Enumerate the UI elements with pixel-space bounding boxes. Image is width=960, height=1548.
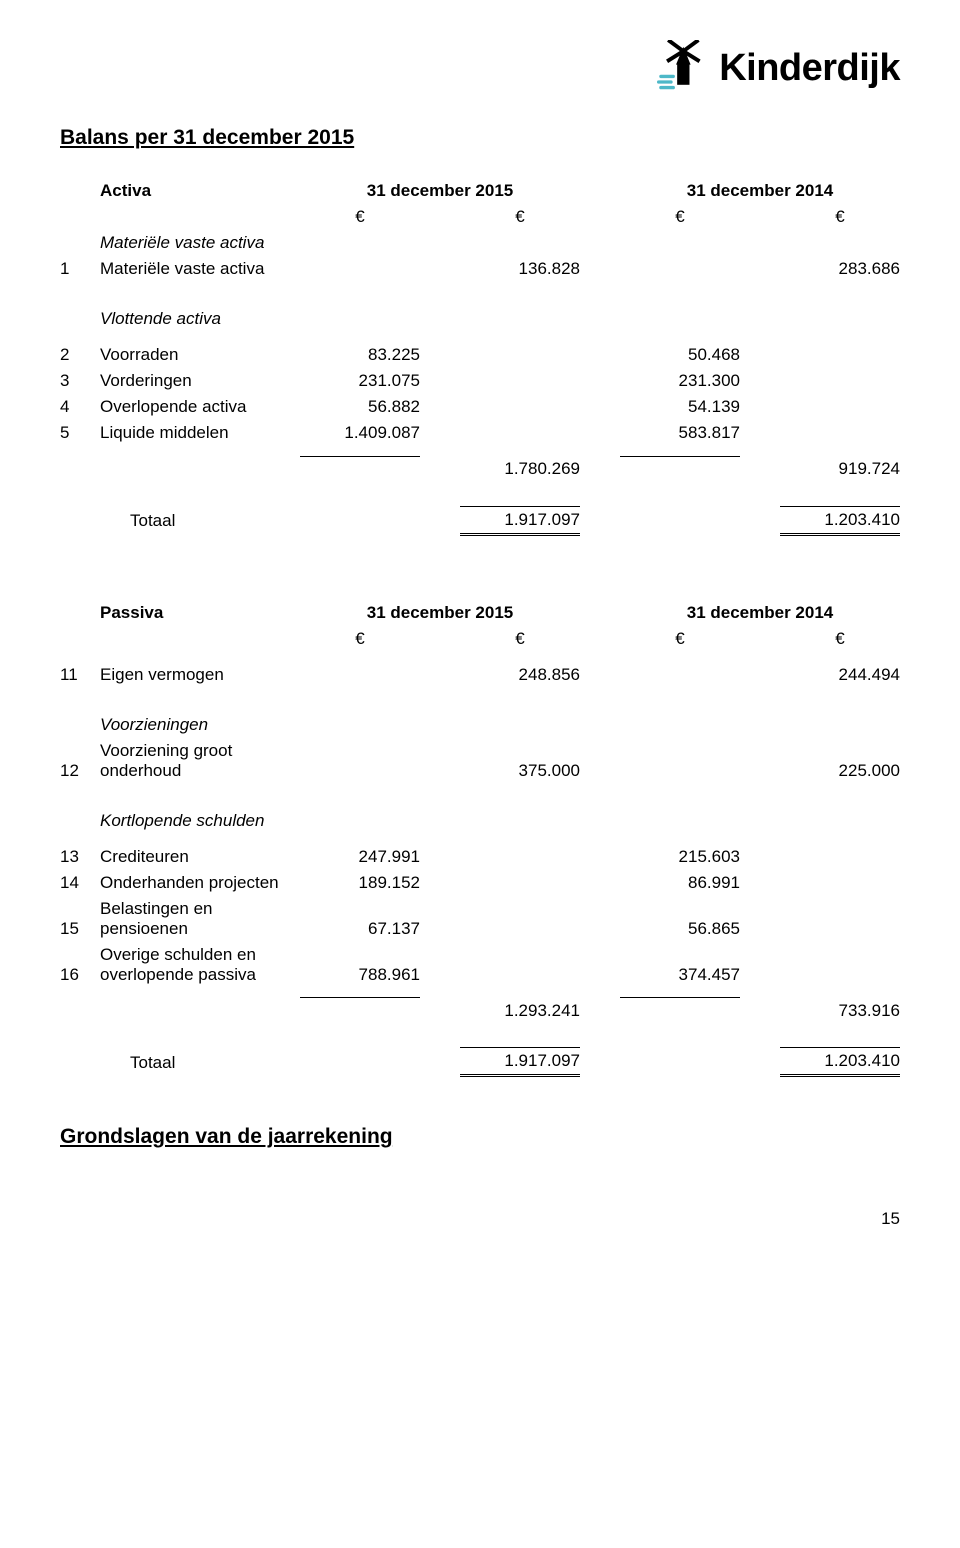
row-label: Overlopende activa [100, 394, 300, 420]
cell-value: 225.000 [780, 738, 900, 784]
row-label: Overige schulden en overlopende passiva [100, 942, 300, 988]
euro-symbol: € [460, 626, 580, 652]
activa-period1: 31 december 2015 [300, 178, 580, 204]
row-label: Liquide middelen [100, 420, 300, 446]
row-label: Voorziening groot onderhoud [100, 738, 300, 784]
logo-area: Kinderdijk [60, 40, 900, 96]
row-num: 3 [60, 368, 100, 394]
row-label: Onderhanden projecten [100, 870, 300, 896]
cell-value: 244.494 [780, 662, 900, 688]
total-value: 1.203.410 [780, 1048, 900, 1076]
activa-heading: Activa [100, 178, 300, 204]
row-num: 14 [60, 870, 100, 896]
subtotal-value: 1.780.269 [460, 456, 580, 482]
cell-value: 247.991 [300, 844, 420, 870]
total-value: 1.203.410 [780, 506, 900, 534]
row-num: 16 [60, 942, 100, 988]
vlottende-header: Vlottende activa [100, 306, 300, 332]
cell-value: 374.457 [620, 942, 740, 988]
page-number: 15 [60, 1209, 900, 1229]
row-label: Materiële vaste activa [100, 256, 300, 282]
cell-value: 583.817 [620, 420, 740, 446]
row-label: Belastingen en pensioenen [100, 896, 300, 942]
page-title: Balans per 31 december 2015 [60, 126, 900, 150]
row-num: 4 [60, 394, 100, 420]
cell-value: 86.991 [620, 870, 740, 896]
passiva-heading: Passiva [100, 600, 300, 626]
euro-symbol: € [780, 626, 900, 652]
cell-value: 375.000 [460, 738, 580, 784]
voorz-header: Voorzieningen [100, 712, 300, 738]
total-value: 1.917.097 [460, 1048, 580, 1076]
kort-header: Kortlopende schulden [100, 808, 300, 834]
cell-value: 215.603 [620, 844, 740, 870]
row-label: Crediteuren [100, 844, 300, 870]
subtotal-value: 919.724 [780, 456, 900, 482]
row-label: Vorderingen [100, 368, 300, 394]
cell-value: 136.828 [460, 256, 580, 282]
cell-value: 67.137 [300, 896, 420, 942]
row-num: 5 [60, 420, 100, 446]
row-num: 2 [60, 342, 100, 368]
cell-value: 189.152 [300, 870, 420, 896]
cell-value: 56.865 [620, 896, 740, 942]
cell-value: 231.300 [620, 368, 740, 394]
row-num: 11 [60, 662, 100, 688]
cell-value: 56.882 [300, 394, 420, 420]
row-num: 1 [60, 256, 100, 282]
footer-heading: Grondslagen van de jaarrekening [60, 1125, 900, 1149]
windmill-icon [657, 40, 713, 96]
euro-symbol: € [620, 626, 740, 652]
passiva-period1: 31 december 2015 [300, 600, 580, 626]
logo-text: Kinderdijk [719, 47, 900, 90]
row-label: Voorraden [100, 342, 300, 368]
total-label: Totaal [100, 506, 300, 534]
cell-value: 283.686 [780, 256, 900, 282]
activa-period2: 31 december 2014 [620, 178, 900, 204]
row-num: 15 [60, 896, 100, 942]
euro-symbol: € [300, 204, 420, 230]
euro-symbol: € [620, 204, 740, 230]
cell-value: 83.225 [300, 342, 420, 368]
cell-value: 54.139 [620, 394, 740, 420]
row-num: 12 [60, 738, 100, 784]
cell-value: 248.856 [460, 662, 580, 688]
subtotal-value: 733.916 [780, 998, 900, 1024]
cell-value: 50.468 [620, 342, 740, 368]
euro-symbol: € [780, 204, 900, 230]
row-label: Eigen vermogen [100, 662, 300, 688]
row-num: 13 [60, 844, 100, 870]
total-value: 1.917.097 [460, 506, 580, 534]
activa-table: Activa 31 december 2015 31 december 2014… [60, 178, 900, 536]
passiva-period2: 31 december 2014 [620, 600, 900, 626]
subtotal-value: 1.293.241 [460, 998, 580, 1024]
total-label: Totaal [100, 1048, 300, 1076]
cell-value: 231.075 [300, 368, 420, 394]
euro-symbol: € [460, 204, 580, 230]
cell-value: 1.409.087 [300, 420, 420, 446]
cell-value: 788.961 [300, 942, 420, 988]
passiva-table: Passiva 31 december 2015 31 december 201… [60, 600, 900, 1078]
euro-symbol: € [300, 626, 420, 652]
materiele-header: Materiële vaste activa [100, 230, 300, 256]
logo: Kinderdijk [657, 40, 900, 96]
